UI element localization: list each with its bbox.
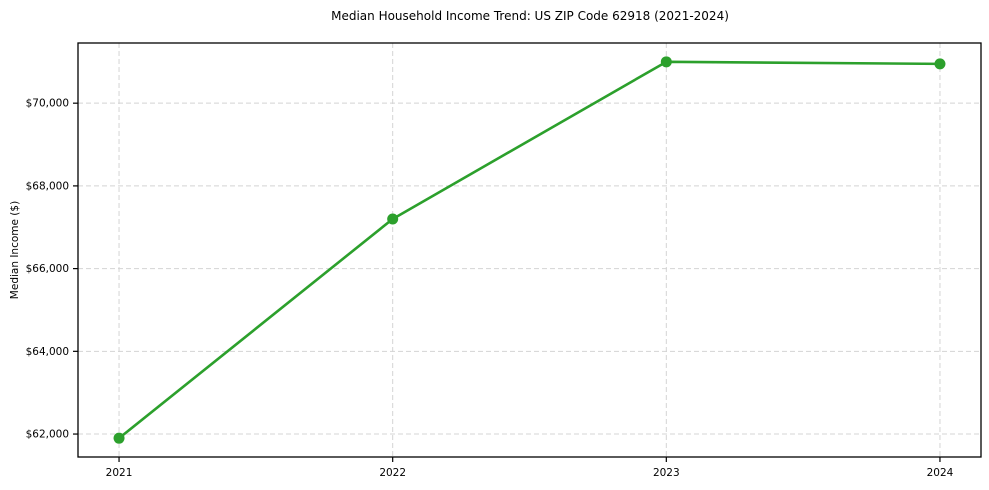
x-tick-label: 2022 [379, 467, 406, 479]
chart-title: Median Household Income Trend: US ZIP Co… [331, 9, 729, 23]
data-point-2021 [113, 432, 125, 444]
data-point-2024 [934, 58, 946, 70]
data-point-2023 [660, 56, 672, 68]
x-tick-label: 2021 [106, 467, 133, 479]
y-tick-label: $66,000 [26, 263, 69, 275]
data-point-2022 [387, 213, 399, 225]
axes-spines [77, 42, 982, 458]
y-tick-label: $64,000 [26, 346, 69, 358]
y-tick-label: $70,000 [26, 98, 69, 110]
y-tick-label: $62,000 [26, 429, 69, 441]
x-tick-label: 2024 [927, 467, 954, 479]
x-tick-label: 2023 [653, 467, 680, 479]
y-tick-label: $68,000 [26, 180, 69, 192]
data-line [117, 60, 942, 440]
